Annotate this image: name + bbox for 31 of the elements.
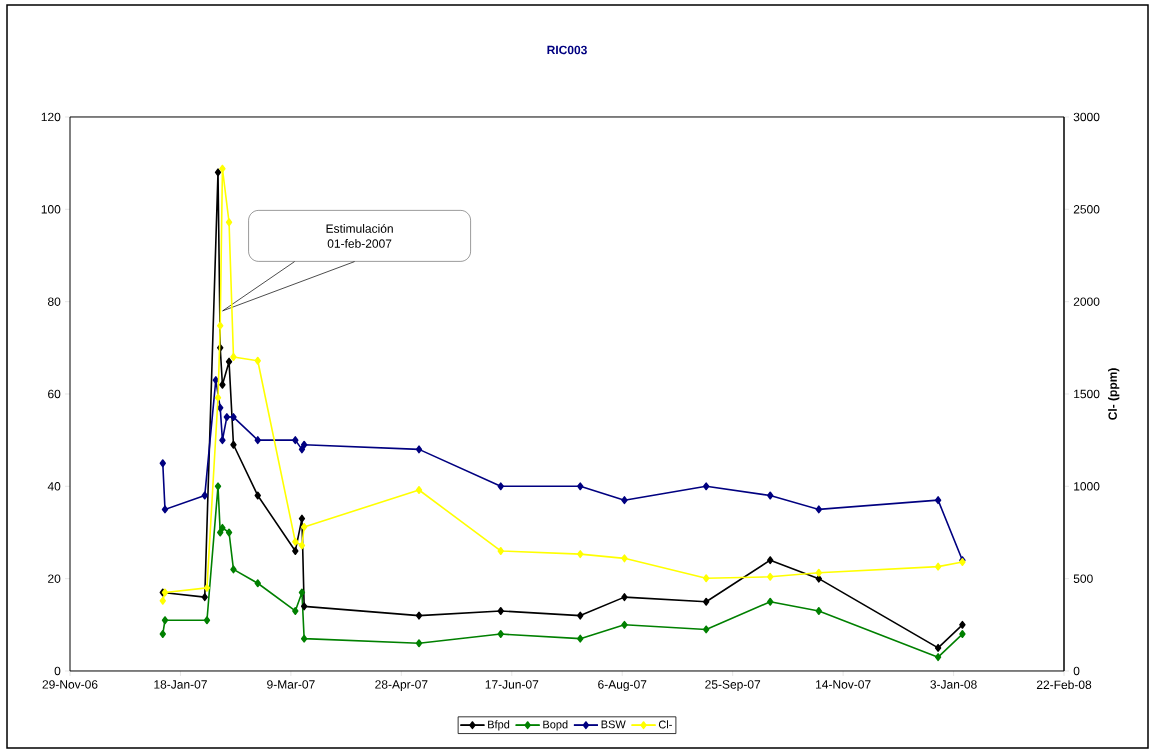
x-tick-label: 14-Nov-07	[816, 680, 871, 689]
y-tick-label: 80	[47, 297, 61, 306]
x-tick-label: 25-Sep-07	[705, 680, 761, 692]
x-tick-label: 3-Jan-08	[930, 680, 977, 689]
legend-label: Cl-	[658, 720, 672, 729]
legend-label: Bopd	[543, 720, 568, 731]
y-tick-label: 20	[48, 574, 61, 583]
y-tick-label: 60	[48, 389, 61, 399]
y-tick-label: 120	[41, 112, 61, 122]
x-tick-label: 22-Feb-08	[1036, 680, 1092, 689]
annotation: Estimulación 01-feb-2007	[326, 223, 393, 248]
y2-tick-label: 2000	[1073, 297, 1100, 306]
chart-title: RIC003	[547, 45, 587, 55]
y-tick-label: 40	[47, 482, 61, 491]
x-tick-label: 29-Nov-06	[42, 680, 98, 689]
y2-tick-label: 1500	[1074, 389, 1100, 399]
x-tick-label: 6-Aug-07	[598, 680, 647, 692]
y-tick-label: 0	[54, 666, 61, 676]
y2-tick-label: 1000	[1074, 482, 1100, 491]
y-tick-label: 100	[41, 205, 61, 214]
legend-label: Bfpd	[488, 720, 510, 731]
y2-tick-label: 3000	[1073, 112, 1100, 122]
y2-tick-label: 500	[1073, 574, 1093, 583]
y2-axis-title: Cl- (ppm)	[1108, 368, 1120, 420]
legend-label: BSW	[601, 720, 626, 729]
x-tick-label: 17-Jun-07	[485, 680, 539, 689]
x-tick-label: 9-Mar-07	[267, 680, 315, 689]
y2-tick-label: 2500	[1073, 205, 1100, 214]
y2-tick-label: 0	[1073, 666, 1080, 676]
x-tick-label: 28-Apr-07	[375, 680, 428, 692]
x-tick-label: 18-Jan-07	[154, 680, 207, 689]
